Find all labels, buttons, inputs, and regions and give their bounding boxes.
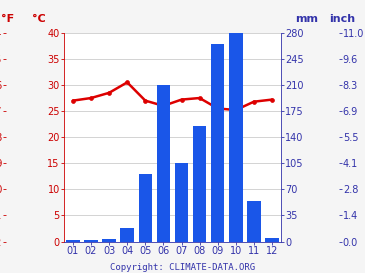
- Bar: [247, 201, 261, 242]
- Bar: [102, 239, 116, 242]
- Bar: [120, 228, 134, 242]
- Bar: [229, 33, 243, 242]
- Bar: [139, 174, 152, 242]
- Bar: [84, 240, 98, 242]
- Text: °C: °C: [32, 14, 46, 24]
- Text: Copyright: CLIMATE-DATA.ORG: Copyright: CLIMATE-DATA.ORG: [110, 263, 255, 272]
- Bar: [66, 240, 80, 242]
- Bar: [211, 44, 224, 242]
- Bar: [193, 126, 206, 242]
- Bar: [157, 85, 170, 242]
- Text: °F: °F: [1, 14, 14, 24]
- Text: inch: inch: [329, 14, 355, 24]
- Bar: [265, 238, 279, 242]
- Bar: [175, 163, 188, 242]
- Text: mm: mm: [296, 14, 319, 24]
